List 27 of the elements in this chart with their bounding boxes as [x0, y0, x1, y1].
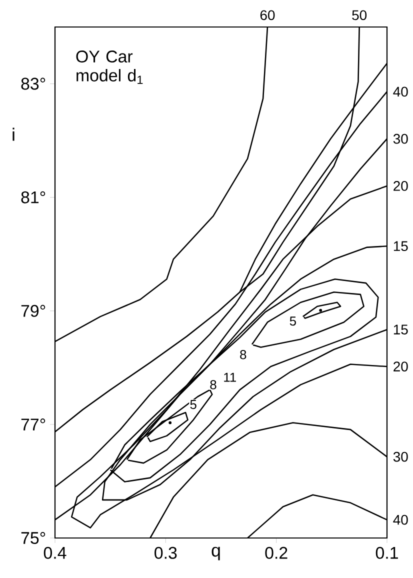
x-axis-title: q — [212, 546, 220, 560]
annotation: 5 — [290, 316, 296, 326]
annotation: 15 — [394, 241, 408, 252]
annotation: 40 — [393, 514, 408, 525]
annotation: 8 — [240, 350, 246, 360]
annotation: 8 — [210, 380, 216, 390]
y-tick-label: 81° — [21, 191, 46, 204]
annotation: 5 — [190, 400, 196, 410]
annotation: 20 — [394, 181, 408, 191]
text: OY Car model d$_{1}$ — [76, 50, 143, 84]
annotation: 50 — [352, 10, 367, 20]
y-tick-label: 83° — [21, 78, 46, 90]
y-tick-label: 79° — [21, 304, 46, 317]
annotation: 40 — [393, 86, 408, 97]
x-tick-label: 0.4 — [44, 546, 66, 559]
annotation: 30 — [393, 452, 408, 462]
annotation: 11 — [224, 372, 236, 382]
annotation: 60 — [260, 10, 275, 20]
x-tick-label: 0.2 — [265, 546, 288, 559]
x-tick-label: 0.1 — [376, 546, 398, 559]
y-tick-label: 75° — [21, 532, 46, 544]
y-tick-label: 77° — [21, 418, 46, 430]
annotation: 15 — [394, 324, 408, 334]
annotation: 30 — [393, 134, 408, 144]
y-axis-title: i — [12, 128, 14, 141]
annotation: 20 — [394, 362, 408, 372]
x-tick-label: 0.3 — [154, 546, 177, 559]
